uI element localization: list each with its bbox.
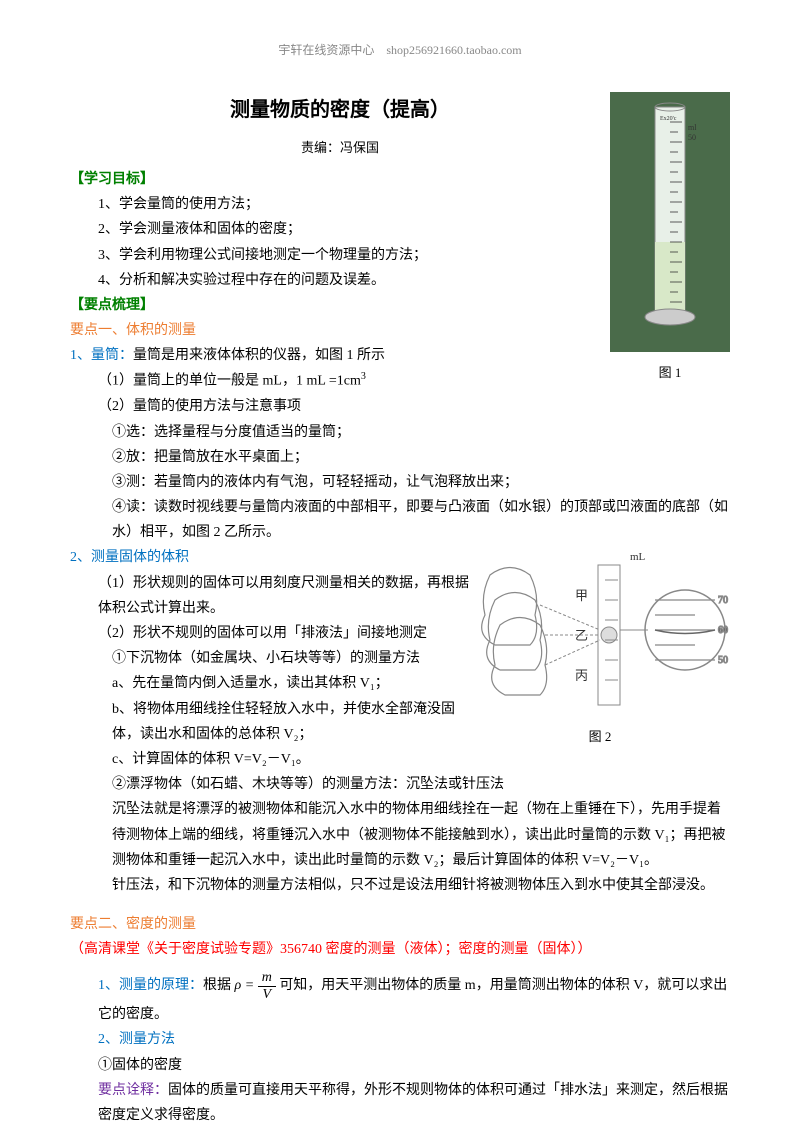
graduated-cylinder-icon: ml 50 Ex20'c xyxy=(610,92,730,352)
p1-1-step1: ①选：选择量程与分度值适当的量筒； xyxy=(70,420,730,445)
p1-2-m2-text: 沉坠法就是将漂浮的被测物体和能沉入水中的物体用细线拴在一起（物在上重锤在下），先… xyxy=(70,797,730,873)
p1-2-m2-text2: 针压法，和下沉物体的测量方法相似，只不过是设法用细针将被测物体压入到水中使其全部… xyxy=(70,873,730,898)
svg-text:ml: ml xyxy=(688,123,697,132)
svg-text:50: 50 xyxy=(718,655,728,666)
svg-text:丙: 丙 xyxy=(575,668,588,683)
density-formula: ρ = mV xyxy=(235,970,276,1002)
p2-1-before: 根据 xyxy=(203,979,231,994)
p2-2-label: 2、测量方法 xyxy=(70,1027,730,1052)
svg-text:甲: 甲 xyxy=(575,588,588,603)
figure-1-cylinder: ml 50 Ex20'c 图 1 xyxy=(610,92,730,385)
p2-2-note-label: 要点诠释： xyxy=(98,1083,168,1098)
point2-header: 要点二、密度的测量 xyxy=(70,912,730,937)
p2-2-sub1: ①固体的密度 xyxy=(70,1053,730,1078)
p2-2-note: 要点诠释：固体的质量可直接用天平称得，外形不规则物体的体积可通过「排水法」来测定… xyxy=(70,1078,730,1128)
reading-diagram-icon: 甲 乙 丙 mL 70 60 50 xyxy=(470,545,730,715)
p1-1-step4: ④读：读数时视线要与量筒内液面的中部相平，即要与凸液面（如水银）的顶部或凹液面的… xyxy=(70,495,730,545)
p1-1-step3: ③测：若量筒内的液体内有气泡，可轻轻摇动，让气泡释放出来； xyxy=(70,470,730,495)
svg-text:mL: mL xyxy=(630,551,646,563)
p1-1-text: 量筒是用来液体体积的仪器，如图 1 所示 xyxy=(133,348,385,363)
point2-ref: （高清课堂《关于密度试验专题》356740 密度的测量（液体）；密度的测量（固体… xyxy=(70,937,730,962)
figure-2-caption: 图 2 xyxy=(470,725,730,748)
figure-2-reading: 甲 乙 丙 mL 70 60 50 图 2 xyxy=(470,545,730,748)
p2-1-label: 1、测量的原理： xyxy=(98,979,203,994)
svg-text:70: 70 xyxy=(718,595,728,606)
svg-text:50: 50 xyxy=(688,133,696,142)
figure-1-caption: 图 1 xyxy=(610,361,730,384)
p2-1: 1、测量的原理：根据 ρ = mV 可知，用天平测出物体的质量 m，用量筒测出物… xyxy=(70,970,730,1027)
svg-text:60: 60 xyxy=(718,625,728,636)
p1-1-step2: ②放：把量筒放在水平桌面上； xyxy=(70,445,730,470)
p1-2-m2: ②漂浮物体（如石蜡、木块等等）的测量方法：沉坠法或针压法 xyxy=(70,772,730,797)
p1-1-label: 1、量筒： xyxy=(70,348,133,363)
p1-2-m1c: c、计算固体的体积 V=V₂－V₁。 xyxy=(70,747,730,772)
p2-2-note-text: 固体的质量可直接用天平称得，外形不规则物体的体积可通过「排水法」来测定，然后根据… xyxy=(98,1083,728,1123)
p1-1-sub2: （2）量筒的使用方法与注意事项 xyxy=(70,394,730,419)
svg-text:Ex20'c: Ex20'c xyxy=(660,116,677,122)
header-link: 宇轩在线资源中心 shop256921660.taobao.com xyxy=(70,40,730,62)
